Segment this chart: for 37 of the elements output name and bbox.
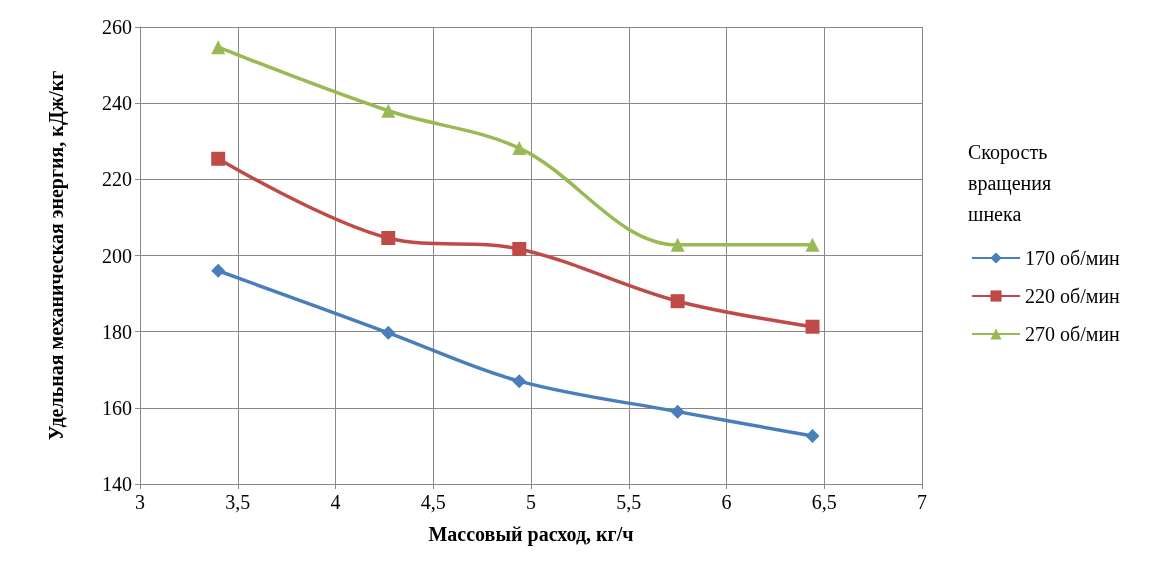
x-tick-label: 6 (721, 491, 732, 513)
point (381, 230, 396, 245)
point (512, 374, 527, 389)
point (805, 429, 820, 444)
point (805, 319, 820, 334)
legend-label: 270 об/мин (1025, 323, 1121, 345)
x-tick-label: 3 (135, 491, 145, 513)
x-tick-label: 7 (917, 491, 927, 513)
y-tick-label: 240 (102, 92, 132, 115)
point (670, 294, 685, 309)
y-tick-label: 200 (102, 244, 132, 267)
point (670, 404, 685, 419)
x-axis-title: Массовый расход, кг/ч (428, 523, 634, 546)
point (211, 151, 226, 166)
y-tick-label: 220 (102, 168, 132, 191)
x-tick-label: 3,5 (225, 491, 251, 513)
y-tick-label: 140 (102, 473, 132, 495)
point (381, 103, 396, 118)
point (512, 242, 527, 257)
x-tick-label: 4 (330, 491, 341, 513)
legend-label: 170 об/мин (1025, 247, 1121, 269)
point (512, 141, 527, 156)
legend-label: 220 об/мин (1025, 285, 1121, 307)
point (381, 325, 396, 340)
point (211, 263, 226, 278)
x-tick-label: 4,5 (420, 491, 446, 513)
y-tick-label: 160 (102, 396, 132, 419)
point (211, 40, 226, 55)
legend-title: Скорость вращения шнека (968, 140, 1052, 225)
y-axis-title: Удельная механическая энергия, кДж/кг (45, 70, 68, 441)
x-tick-label: 5,5 (616, 491, 642, 513)
y-tick-label: 180 (102, 320, 132, 343)
x-tick-label: 6,5 (811, 491, 837, 513)
point (805, 237, 820, 252)
y-tick-label: 260 (102, 16, 132, 38)
point (670, 237, 685, 252)
x-tick-label: 5 (526, 491, 536, 513)
